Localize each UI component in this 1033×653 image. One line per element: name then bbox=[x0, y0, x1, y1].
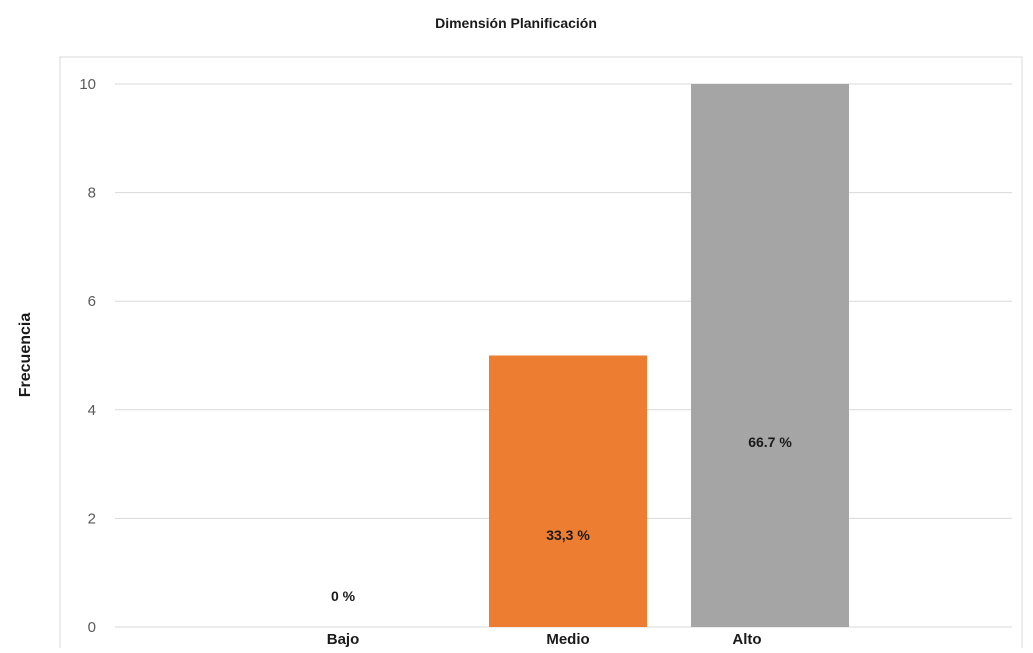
y-axis-label: Frecuencia bbox=[17, 313, 34, 398]
y-axis-ticks: 0 2 4 6 8 10 bbox=[79, 76, 96, 636]
bar-medio bbox=[489, 355, 647, 627]
bar-alto bbox=[691, 84, 849, 627]
x-tick-label-bajo: Bajo bbox=[327, 631, 360, 648]
y-tick-label-10: 10 bbox=[79, 76, 96, 93]
data-label-alto: 66.7 % bbox=[748, 434, 792, 450]
chart-title: Dimensión Planificación bbox=[435, 15, 597, 31]
x-tick-label-alto: Alto bbox=[732, 631, 761, 648]
data-label-medio: 33,3 % bbox=[546, 527, 590, 543]
y-tick-label-0: 0 bbox=[88, 619, 96, 636]
y-tick-label-6: 6 bbox=[88, 293, 96, 310]
data-labels: 0 % 33,3 % 66.7 % bbox=[331, 434, 792, 604]
plot-area-border bbox=[59, 56, 1023, 653]
x-tick-label-medio: Medio bbox=[546, 631, 589, 648]
data-label-bajo: 0 % bbox=[331, 588, 356, 604]
bars bbox=[489, 84, 849, 627]
x-axis-ticks: Bajo Medio Alto bbox=[327, 631, 762, 648]
y-tick-label-4: 4 bbox=[88, 402, 96, 419]
y-tick-label-2: 2 bbox=[88, 510, 96, 527]
y-tick-label-8: 8 bbox=[88, 185, 96, 202]
